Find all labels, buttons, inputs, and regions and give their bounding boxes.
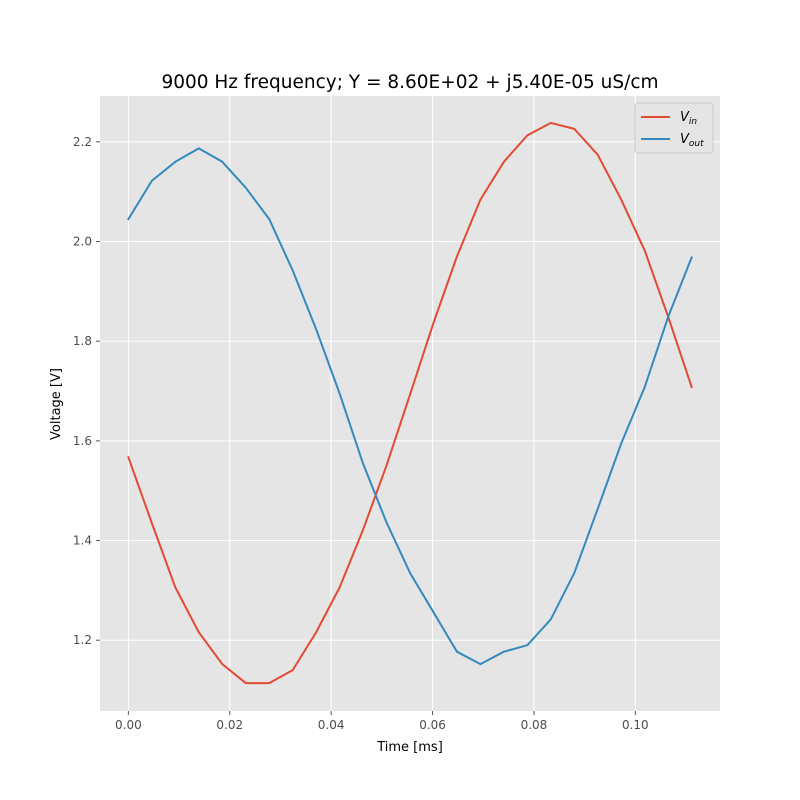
legend-box [634,102,714,154]
series-lines [127,121,693,685]
x-tick-label: 0.02 [216,718,243,732]
x-axis-label: Time [ms] [376,740,443,755]
plot-area [100,96,720,711]
x-tick-label: 0.08 [521,718,548,732]
grid [100,96,720,711]
x-tick-label: 0.00 [115,718,142,732]
legend-label-vin: Vin [680,110,697,127]
x-tick-label: 0.04 [318,718,345,732]
y-tick-label: 2.0 [73,235,92,249]
legend: Vin Vout [634,102,714,154]
x-tick-label: 0.06 [419,718,446,732]
y-tick-label: 1.2 [73,633,92,647]
y-tick-label: 1.6 [73,434,92,448]
x-axis: 0.00 0.02 0.04 0.06 0.08 0.10 [115,711,649,732]
y-tick-label: 1.4 [73,534,92,548]
x-tick-label: 0.10 [622,718,649,732]
y-tick-label: 1.8 [73,334,92,348]
y-tick-label: 2.2 [73,135,92,149]
chart-title: 9000 Hz frequency; Y = 8.60E+02 + j5.40E… [161,72,658,93]
legend-label-vout: Vout [680,132,704,149]
y-axis: 1.2 1.4 1.6 1.8 2.0 2.2 [73,135,100,647]
y-axis-label: Voltage [V] [49,368,64,440]
